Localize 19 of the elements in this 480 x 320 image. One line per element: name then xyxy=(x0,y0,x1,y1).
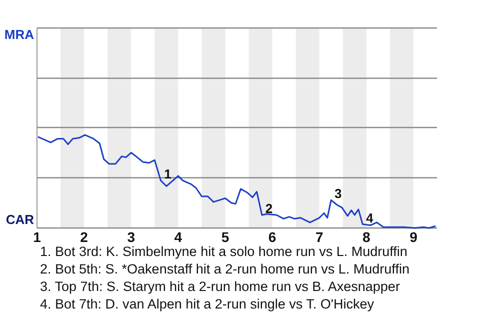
annotation: 3 xyxy=(334,186,342,202)
x-tick-label: 8 xyxy=(362,229,371,245)
text: MRA xyxy=(4,27,35,42)
x-tick-label: 2 xyxy=(80,229,88,245)
x-tick-label: 6 xyxy=(268,229,276,245)
text: 2. Bot 5th: S. *Oakenstaff hit a 2-run home run vs L. Mudruffin xyxy=(40,262,410,276)
x-tick-label: 5 xyxy=(221,229,230,245)
x-tick-label: 3 xyxy=(127,229,136,245)
text: 1. Bot 3rd: K. Simbelmyne hit a solo home run vs L. Mudruffin xyxy=(40,244,408,259)
text: CAR xyxy=(6,212,35,227)
annotation: 1 xyxy=(164,166,172,182)
text: 4. Bot 7th: D. van Alpen hit a 2-run single vs T. O'Hickey xyxy=(40,296,374,312)
x-tick-label: 1 xyxy=(33,229,42,245)
annotation: 2 xyxy=(265,200,273,216)
x-tick-label: 4 xyxy=(174,229,182,245)
x-tick-label: 9 xyxy=(410,229,418,245)
text: 3. Top 7th: S. Starym hit a 2-run home run vs B. Axesnapper xyxy=(40,279,400,294)
annotation: 4 xyxy=(366,210,374,226)
x-tick-label: 7 xyxy=(315,229,324,245)
